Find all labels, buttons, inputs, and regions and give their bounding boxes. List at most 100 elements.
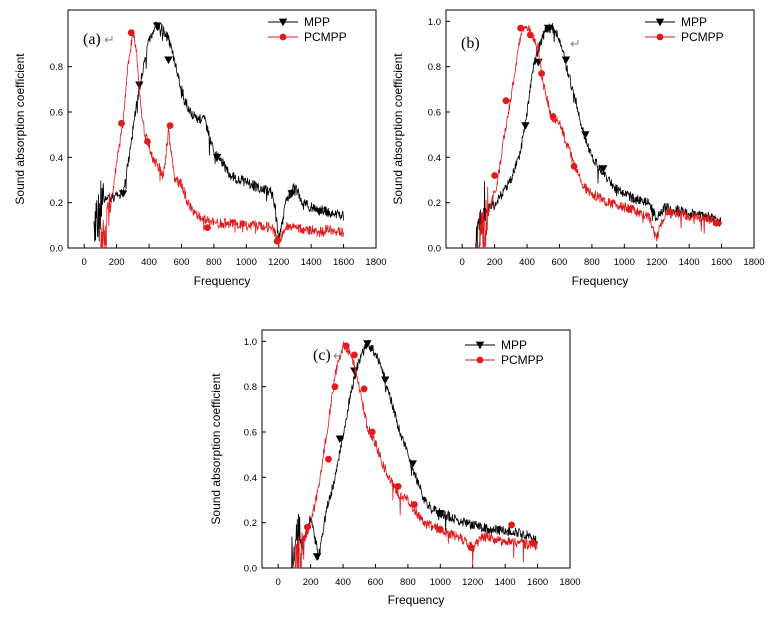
series-marker-mpp bbox=[521, 122, 530, 130]
legend-label: PCMPP bbox=[304, 30, 347, 44]
x-tick-label: 0 bbox=[276, 577, 281, 588]
y-tick-label: 0.2 bbox=[50, 198, 63, 209]
y-tick-label: 0.6 bbox=[244, 428, 257, 439]
series-marker-mpp bbox=[312, 553, 322, 561]
y-tick-label: 1.0 bbox=[428, 17, 441, 28]
return-mark: ↵ bbox=[570, 37, 581, 52]
series-marker-mpp bbox=[543, 24, 553, 33]
plot-frame bbox=[261, 329, 571, 569]
x-axis-label: Frequency bbox=[572, 274, 629, 288]
series-marker-pcmpp bbox=[491, 172, 499, 179]
panel-a: 0 200 400 600 800 1000 1200 1400 1600 1800 0.0 0.2 0… bbox=[13, 9, 387, 288]
series-marker-mpp bbox=[152, 22, 162, 31]
series-marker-pcmpp bbox=[368, 428, 376, 436]
y-tick-label: 0.8 bbox=[244, 382, 257, 393]
y-tick-label: 0.6 bbox=[428, 108, 441, 119]
x-tick-label: 200 bbox=[487, 257, 503, 268]
legend-marker bbox=[655, 18, 665, 27]
x-tick-label: 1600 bbox=[333, 257, 354, 268]
series-line-mpp bbox=[93, 21, 344, 245]
series-marker-pcmpp bbox=[166, 122, 174, 129]
legend-marker bbox=[475, 341, 485, 350]
series-marker-pcmpp bbox=[538, 70, 546, 77]
x-tick-label: 400 bbox=[519, 257, 535, 268]
x-tick-label: 1400 bbox=[495, 577, 516, 588]
legend-label: MPP bbox=[681, 15, 707, 29]
series-marker-mpp bbox=[363, 340, 372, 348]
x-tick-label: 1200 bbox=[462, 577, 483, 588]
x-tick-label: 800 bbox=[584, 257, 600, 268]
series-marker-mpp bbox=[164, 56, 173, 65]
legend-marker bbox=[279, 33, 287, 41]
series-marker-pcmpp bbox=[204, 224, 211, 232]
series-marker-mpp bbox=[561, 56, 571, 65]
y-axis-label: Sound absorption coefficient bbox=[391, 53, 405, 205]
x-tick-label: 600 bbox=[552, 257, 568, 268]
y-tick-label: 0.2 bbox=[428, 198, 441, 209]
legend-marker bbox=[476, 356, 484, 364]
series-marker-pcmpp bbox=[351, 351, 358, 359]
series-marker-pcmpp bbox=[517, 24, 524, 32]
x-tick-label: 1200 bbox=[646, 257, 667, 268]
legend-label: PCMPP bbox=[501, 353, 544, 367]
series-marker-mpp bbox=[381, 376, 390, 385]
panel-label: (a) bbox=[83, 31, 101, 48]
series-marker-mpp bbox=[436, 510, 445, 518]
x-tick-label: 1400 bbox=[301, 257, 322, 268]
series-marker-pcmpp bbox=[529, 539, 537, 547]
panel-label: (b) bbox=[461, 35, 480, 52]
y-tick-label: 0.0 bbox=[244, 564, 257, 575]
series-marker-pcmpp bbox=[502, 97, 510, 105]
x-tick-label: 1200 bbox=[268, 257, 289, 268]
series-marker-mpp bbox=[408, 460, 417, 468]
x-tick-label: 1000 bbox=[236, 257, 257, 268]
series-marker-mpp bbox=[599, 165, 608, 173]
series-marker-mpp bbox=[315, 208, 324, 216]
series-marker-pcmpp bbox=[127, 29, 135, 37]
plot-frame bbox=[67, 9, 377, 249]
y-tick-label: 0.4 bbox=[428, 153, 441, 164]
series-marker-mpp bbox=[212, 153, 222, 162]
legend-label: PCMPP bbox=[681, 30, 724, 44]
x-axis-label: Frequency bbox=[194, 274, 251, 288]
series-marker-mpp bbox=[287, 190, 296, 198]
x-tick-label: 1800 bbox=[743, 257, 764, 268]
x-tick-label: 0 bbox=[82, 257, 87, 268]
series-marker-pcmpp bbox=[273, 237, 281, 245]
y-tick-label: 0.0 bbox=[428, 244, 441, 255]
y-tick-label: 0.2 bbox=[244, 518, 257, 529]
series-marker-pcmpp bbox=[436, 526, 444, 533]
series-marker-mpp bbox=[118, 190, 128, 198]
legend-marker bbox=[278, 18, 288, 27]
legend-marker bbox=[656, 33, 664, 41]
x-tick-label: 800 bbox=[206, 257, 222, 268]
panel-b: 0 200 400 600 800 1000 1200 1400 1600 1800 0.0 0.2 0… bbox=[391, 9, 765, 288]
panel-label: (c) bbox=[313, 347, 331, 364]
y-tick-label: 0.0 bbox=[50, 244, 63, 255]
series-marker-pcmpp bbox=[360, 385, 368, 393]
series-marker-pcmpp bbox=[325, 455, 332, 463]
series-marker-mpp bbox=[581, 131, 590, 139]
x-tick-label: 1800 bbox=[559, 577, 580, 588]
x-tick-label: 400 bbox=[141, 257, 157, 268]
plot-frame bbox=[445, 9, 755, 249]
x-tick-label: 1000 bbox=[430, 577, 451, 588]
y-tick-label: 0.8 bbox=[50, 62, 63, 73]
x-tick-label: 800 bbox=[400, 577, 416, 588]
x-tick-label: 400 bbox=[335, 577, 351, 588]
x-tick-label: 1600 bbox=[711, 257, 732, 268]
panel-c: 0 200 400 600 800 1000 1200 1400 1600 1800 0.0 0.2 0… bbox=[209, 329, 581, 607]
series-marker-pcmpp bbox=[625, 206, 633, 213]
series-line-pcmpp bbox=[294, 340, 538, 569]
x-axis-label: Frequency bbox=[388, 593, 445, 607]
series-marker-pcmpp bbox=[570, 163, 578, 170]
y-tick-label: 0.8 bbox=[428, 62, 441, 73]
series-marker-pcmpp bbox=[410, 501, 418, 508]
x-tick-label: 1600 bbox=[527, 577, 548, 588]
y-tick-label: 0.4 bbox=[50, 153, 63, 164]
y-axis-label: Sound absorption coefficient bbox=[13, 53, 27, 205]
series-marker-pcmpp bbox=[331, 383, 339, 391]
y-tick-label: 0.4 bbox=[244, 473, 257, 484]
x-tick-label: 0 bbox=[460, 257, 465, 268]
